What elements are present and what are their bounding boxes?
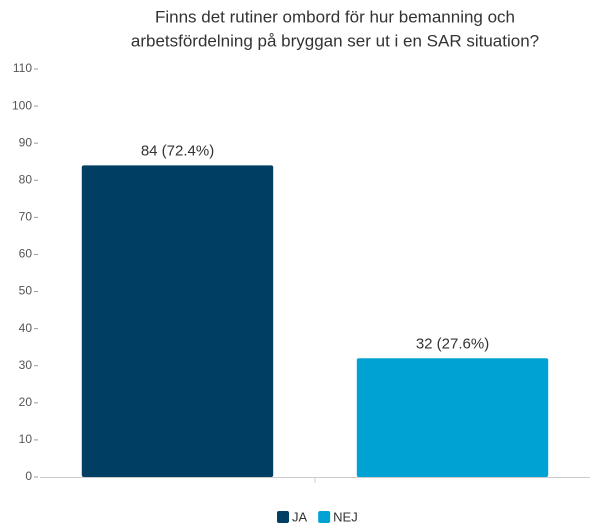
y-tick-label: 90 [19, 135, 33, 149]
y-tick-label: 30 [19, 358, 33, 372]
y-tick-label: 50 [19, 284, 33, 298]
y-tick-label: 40 [19, 321, 33, 335]
y-tick-label: 10 [19, 432, 33, 446]
y-tick-label: 0 [25, 469, 32, 483]
y-tick-label: 100 [12, 98, 32, 112]
legend-swatch [277, 511, 289, 523]
bar [356, 358, 549, 477]
y-tick-label: 70 [19, 210, 33, 224]
data-label: 32 (27.6%) [416, 335, 489, 352]
y-tick-label: 80 [19, 172, 33, 186]
legend-label: JA [292, 509, 308, 524]
legend-label: NEJ [333, 509, 358, 524]
data-label: 84 (72.4%) [141, 142, 214, 159]
chart-title: Finns det rutiner ombord för hur bemanni… [155, 7, 515, 26]
y-tick-label: 20 [19, 395, 33, 409]
bar [81, 165, 274, 477]
legend-swatch [318, 511, 331, 523]
chart-title: arbetsfördelning på bryggan ser ut i en … [131, 31, 539, 50]
y-tick-label: 60 [19, 247, 33, 261]
y-tick-label: 110 [13, 61, 32, 75]
